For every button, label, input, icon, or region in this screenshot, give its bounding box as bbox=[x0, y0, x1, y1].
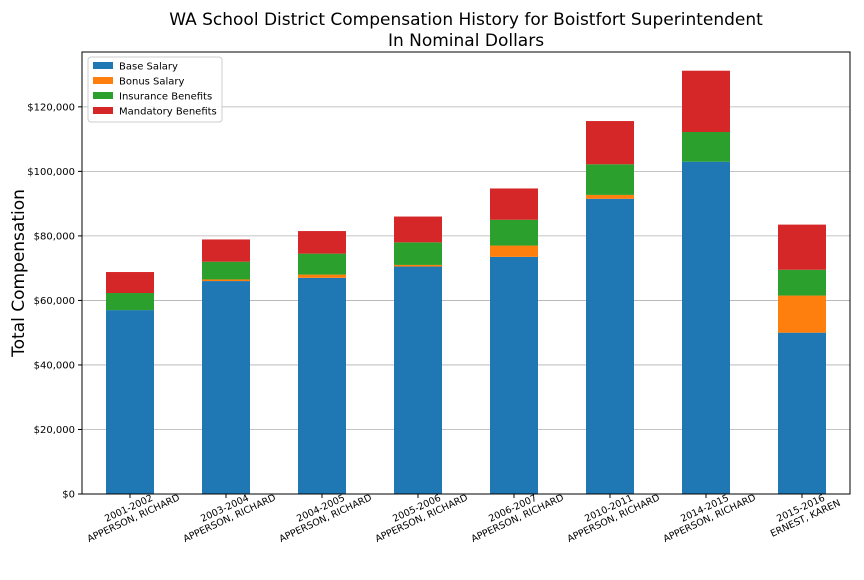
legend-swatch bbox=[93, 107, 113, 114]
legend-label: Insurance Benefits bbox=[119, 92, 212, 103]
legend-box bbox=[87, 56, 223, 123]
bar-segment-insurance-benefits bbox=[778, 269, 826, 296]
legend-label: Base Salary bbox=[119, 62, 178, 73]
legend-swatch bbox=[93, 92, 113, 99]
bar-segment-mandatory-benefits bbox=[298, 231, 346, 254]
bar-segment-insurance-benefits bbox=[490, 219, 538, 246]
bar-segment-mandatory-benefits bbox=[682, 70, 730, 133]
plot-frame bbox=[81, 51, 851, 495]
bar-segment-insurance-benefits bbox=[202, 261, 250, 280]
legend-label: Mandatory Benefits bbox=[119, 107, 217, 118]
bars-group bbox=[106, 70, 826, 495]
bar-segment-base-salary bbox=[490, 256, 538, 494]
legend-label: Bonus Salary bbox=[119, 77, 185, 88]
bar-segment-base-salary bbox=[586, 198, 634, 494]
bar-segment-mandatory-benefits bbox=[490, 188, 538, 220]
bar-segment-base-salary bbox=[682, 161, 730, 495]
bar-segment-base-salary bbox=[394, 266, 442, 494]
y-axis-ticks: $0 $20,000 $40,000 $60,000 $80,000 $100,000 $1… bbox=[27, 102, 82, 501]
y-tick-label: $40,000 bbox=[34, 360, 75, 371]
bar-segment-mandatory-benefits bbox=[586, 121, 634, 165]
legend-swatch bbox=[93, 77, 113, 84]
bar-segment-mandatory-benefits bbox=[394, 216, 442, 243]
chart-subtitle: In Nominal Dollars bbox=[388, 31, 544, 51]
bar-segment-insurance-benefits bbox=[298, 253, 346, 275]
bar-segment-insurance-benefits bbox=[106, 293, 154, 311]
bar-segment-bonus-salary bbox=[298, 274, 346, 278]
y-tick-label: $80,000 bbox=[34, 231, 75, 242]
chart-title: WA School District Compensation History … bbox=[169, 10, 763, 30]
y-tick-label: $120,000 bbox=[27, 102, 75, 113]
bar-segment-mandatory-benefits bbox=[106, 272, 154, 294]
bar-segment-base-salary bbox=[106, 310, 154, 494]
bar-segment-base-salary bbox=[298, 277, 346, 494]
y-axis-label: Total Compensation bbox=[9, 189, 29, 358]
y-tick-label: $60,000 bbox=[34, 296, 75, 307]
y-tick-label: $100,000 bbox=[27, 167, 75, 178]
bar-segment-bonus-salary bbox=[778, 295, 826, 333]
y-tick-label: $20,000 bbox=[34, 425, 75, 436]
y-tick-label: $0 bbox=[62, 490, 75, 501]
bar-segment-bonus-salary bbox=[490, 245, 538, 257]
bar-segment-insurance-benefits bbox=[394, 242, 442, 265]
bar-segment-insurance-benefits bbox=[682, 132, 730, 162]
bar-segment-mandatory-benefits bbox=[778, 224, 826, 270]
bar-segment-bonus-salary bbox=[202, 279, 250, 282]
bar-segment-bonus-salary bbox=[394, 264, 442, 267]
bar-segment-bonus-salary bbox=[586, 194, 634, 199]
bar-segment-base-salary bbox=[202, 281, 250, 494]
legend: Base Salary Bonus Salary Insurance Benefit… bbox=[87, 56, 223, 123]
bar-segment-mandatory-benefits bbox=[202, 239, 250, 262]
bar-segment-insurance-benefits bbox=[586, 164, 634, 195]
bar-segment-base-salary bbox=[778, 332, 826, 494]
legend-swatch bbox=[93, 62, 113, 69]
